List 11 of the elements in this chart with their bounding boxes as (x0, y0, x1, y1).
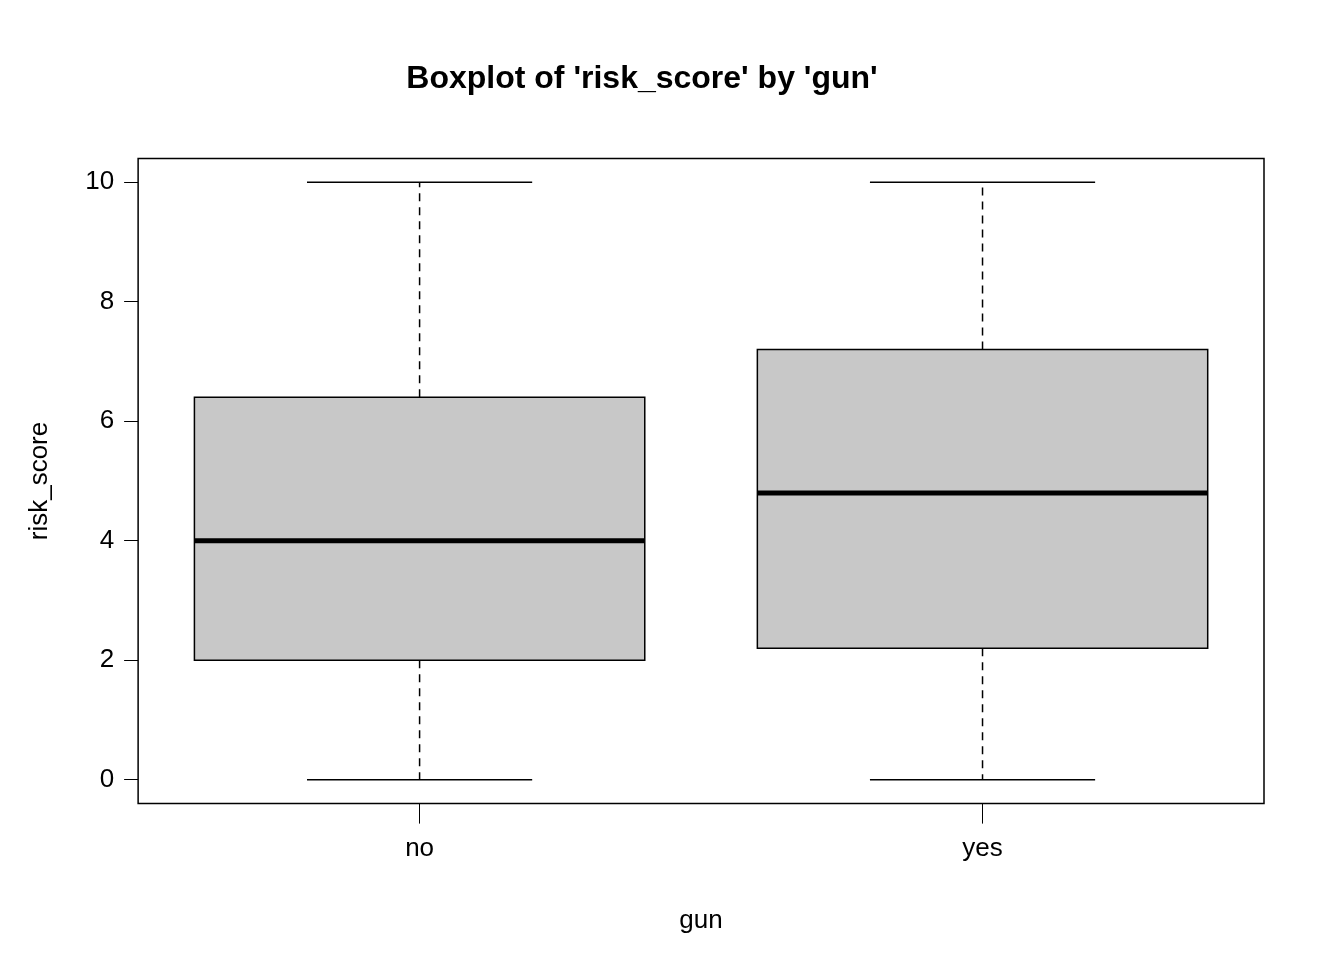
y-tick-label: 8 (99, 284, 115, 315)
y-tick-label: 0 (99, 762, 115, 793)
y-tick-label: 4 (99, 523, 115, 554)
chart-title: Boxplot of 'risk_score' by 'gun' (406, 59, 878, 96)
y-tick-label: 2 (99, 643, 115, 674)
x-tick-label: yes (962, 832, 1003, 863)
y-tick-label: 6 (99, 404, 115, 435)
y-axis-title: risk_score (22, 421, 53, 541)
x-tick-label: no (405, 832, 435, 863)
x-axis-title: gun (679, 903, 723, 934)
y-tick-label: 10 (85, 165, 115, 196)
